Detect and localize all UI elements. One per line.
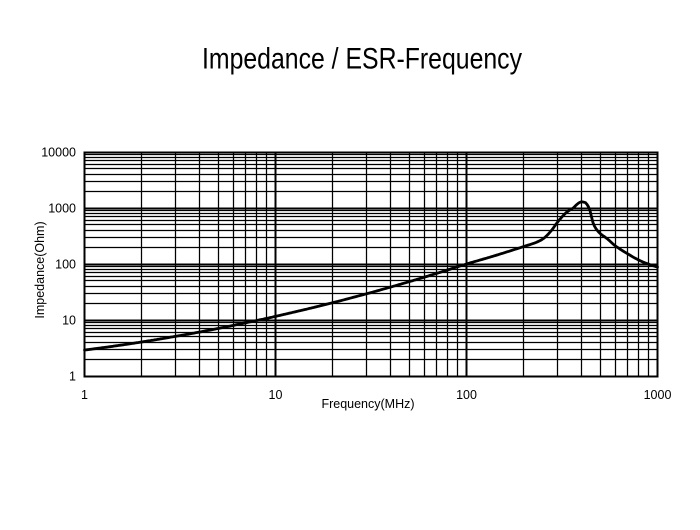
- svg-text:1: 1: [69, 370, 76, 384]
- svg-text:Frequency(MHz): Frequency(MHz): [321, 397, 414, 411]
- svg-text:100: 100: [456, 388, 477, 402]
- svg-text:Impedance(Ohm): Impedance(Ohm): [33, 221, 47, 318]
- svg-text:Impedance / ESR-Frequency: Impedance / ESR-Frequency: [202, 43, 522, 76]
- svg-text:10: 10: [62, 314, 76, 328]
- svg-text:1: 1: [81, 388, 88, 402]
- svg-text:1000: 1000: [644, 388, 672, 402]
- svg-text:10000: 10000: [41, 146, 76, 160]
- svg-text:1000: 1000: [48, 202, 76, 216]
- svg-text:100: 100: [55, 258, 76, 272]
- svg-text:10: 10: [269, 388, 283, 402]
